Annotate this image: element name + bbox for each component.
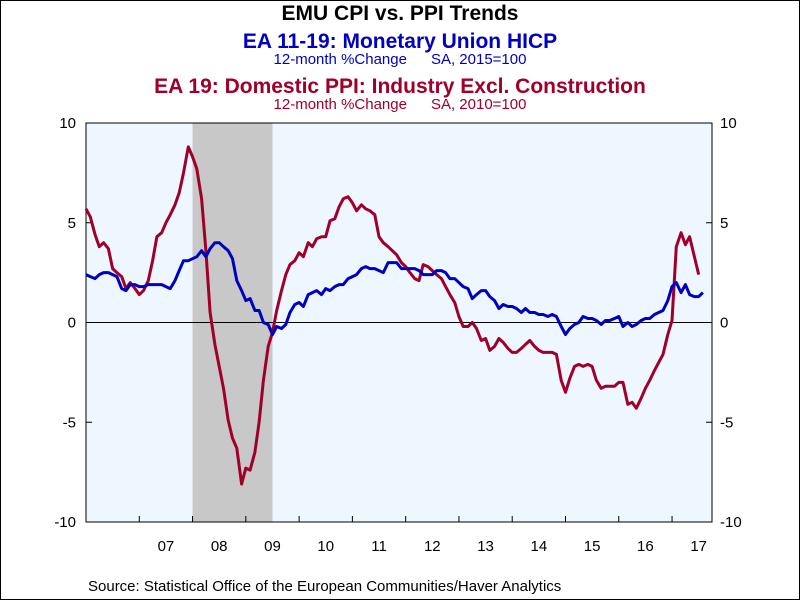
series-2-units-line: 12-month %Change SA, 2010=100 — [0, 96, 800, 113]
y-tick-label-right-0: -10 — [720, 514, 742, 531]
series-1-adjustment: SA, 2015=100 — [430, 51, 527, 68]
chart-title: EMU CPI vs. PPI Trends — [281, 2, 519, 25]
x-tick-label-09: 09 — [264, 538, 281, 555]
series-line-2 — [84, 145, 701, 486]
x-tick-label-08: 08 — [211, 538, 228, 555]
y-tick-label-left-2: 0 — [68, 315, 76, 332]
series-1-units: 12-month %Change — [273, 51, 407, 68]
y-tick-label-left-4: 10 — [59, 115, 76, 132]
x-tick-label-17: 17 — [690, 538, 707, 555]
x-tick-label-14: 14 — [531, 538, 548, 555]
x-tick-label-13: 13 — [477, 538, 494, 555]
x-tick-label-10: 10 — [317, 538, 334, 555]
series-2-title: EA 19: Domestic PPI: Industry Excl. Cons… — [154, 75, 646, 98]
x-tick-label-12: 12 — [424, 538, 441, 555]
x-tick-label-11: 11 — [371, 538, 387, 555]
y-tick-label-right-2: 0 — [720, 315, 728, 332]
series-2-adjustment: SA, 2010=100 — [430, 96, 527, 113]
y-tick-label-left-3: 5 — [68, 215, 76, 232]
series-1-title: EA 11-19: Monetary Union HICP — [242, 30, 558, 53]
series-1-units-line: 12-month %Change SA, 2015=100 — [0, 51, 800, 68]
series-line-1 — [85, 241, 704, 336]
source-note: Source: Statistical Office of the Europe… — [88, 578, 562, 595]
series-2-units: 12-month %Change — [273, 96, 407, 113]
y-tick-label-right-1: -5 — [720, 414, 733, 431]
y-tick-label-left-1: -5 — [63, 414, 76, 431]
x-tick-label-16: 16 — [637, 538, 654, 555]
x-tick-label-07: 07 — [158, 538, 175, 555]
y-tick-label-right-3: 5 — [720, 215, 728, 232]
y-tick-label-right-4: 10 — [720, 115, 737, 132]
x-tick-label-15: 15 — [584, 538, 601, 555]
y-tick-label-left-0: -10 — [54, 514, 76, 531]
